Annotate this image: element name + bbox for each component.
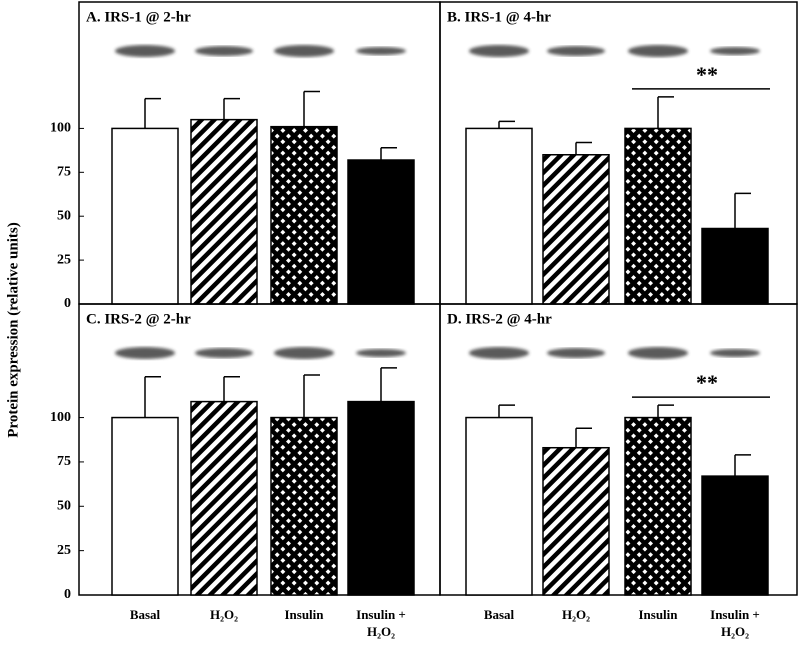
x-tick-label: H₂O₂ <box>209 607 239 622</box>
blot-band <box>469 45 529 57</box>
bar <box>190 400 258 596</box>
bar <box>270 125 338 305</box>
significance-label: ** <box>696 370 718 395</box>
blot-band <box>710 47 760 55</box>
significance-label: ** <box>696 62 718 87</box>
y-tick-label: 100 <box>50 121 71 136</box>
blot-band <box>274 347 334 359</box>
error-bar <box>303 374 320 418</box>
error-bar <box>144 97 161 129</box>
y-tick-label: 0 <box>64 587 71 602</box>
y-tick-label: 50 <box>57 498 71 513</box>
bar <box>347 159 415 305</box>
blot-band <box>547 46 605 56</box>
bar <box>111 416 179 596</box>
blot-band <box>195 348 253 358</box>
error-bar <box>734 454 751 477</box>
y-axis-label: Protein expression (relative units) <box>5 222 21 437</box>
panel-title: A. IRS-1 @ 2-hr <box>86 9 191 25</box>
error-bar <box>223 97 240 120</box>
x-tick-label: Basal <box>129 607 161 622</box>
x-tick-label: Insulin + H₂O₂ <box>356 607 406 639</box>
x-tick-label: Insulin <box>638 607 678 622</box>
bar <box>270 416 338 596</box>
blot-band <box>710 349 760 357</box>
bar <box>190 118 258 305</box>
error-bar <box>657 96 674 129</box>
error-bar <box>498 404 515 418</box>
blot-band <box>628 45 688 57</box>
error-bar <box>223 376 240 402</box>
x-tick-label: Insulin <box>284 607 324 622</box>
y-tick-label: 50 <box>57 208 71 223</box>
error-bar <box>498 120 515 129</box>
error-bar <box>657 404 674 418</box>
bar <box>624 127 692 305</box>
blot-band <box>356 47 406 55</box>
y-tick-label: 0 <box>64 296 71 311</box>
bar <box>465 127 533 305</box>
y-tick-label: 75 <box>57 454 71 469</box>
y-tick-label: 25 <box>57 252 71 267</box>
blot-band <box>115 45 175 57</box>
error-bar <box>303 90 320 127</box>
blot-band <box>547 348 605 358</box>
error-bar <box>144 376 161 418</box>
bar <box>701 227 769 305</box>
y-tick-label: 100 <box>50 410 71 425</box>
error-bar <box>575 141 592 155</box>
bar <box>624 416 692 596</box>
panel-frame <box>439 303 798 596</box>
blot-band <box>274 45 334 57</box>
y-tick-label: 25 <box>57 543 71 558</box>
bar <box>542 446 610 596</box>
bar <box>111 127 179 305</box>
blot-band <box>195 46 253 56</box>
panel-title: C. IRS-2 @ 2-hr <box>86 311 191 327</box>
x-tick-label: H₂O₂ <box>561 607 591 622</box>
bar <box>465 416 533 596</box>
blot-band <box>628 347 688 359</box>
bar <box>542 154 610 305</box>
error-bar <box>575 427 592 448</box>
y-tick-label: 75 <box>57 165 71 180</box>
x-tick-label: Insulin + H₂O₂ <box>710 607 760 639</box>
blot-band <box>115 347 175 359</box>
panel-title: B. IRS-1 @ 4-hr <box>447 9 551 25</box>
error-bar <box>380 146 397 161</box>
panel-title: D. IRS-2 @ 4-hr <box>447 311 552 327</box>
bar <box>701 475 769 596</box>
blot-band <box>469 347 529 359</box>
error-bar <box>380 367 397 402</box>
error-bar <box>734 192 751 229</box>
bar <box>347 400 415 596</box>
x-tick-label: Basal <box>483 607 515 622</box>
blot-band <box>356 349 406 357</box>
